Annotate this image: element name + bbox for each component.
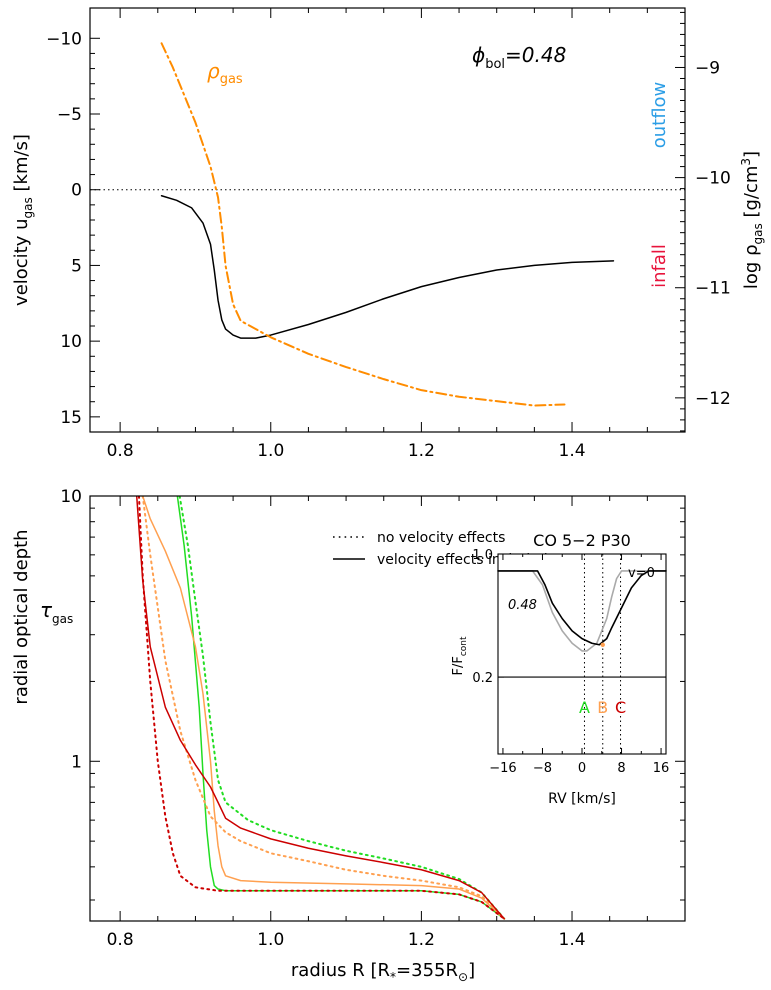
inset-xtick-label: 16 <box>653 761 670 776</box>
inset-axis-ticks: −16 −8 0 8 16 1.0 0.2 <box>472 548 669 776</box>
top-ytick-right-label: −12 <box>695 389 731 409</box>
infall-label: infall <box>649 244 670 288</box>
bottom-series-B-dotted <box>141 496 506 920</box>
bottom-xtick-label: 1.4 <box>559 930 586 950</box>
bottom-series-group <box>135 496 506 920</box>
bottom-ytick-label: 10 <box>60 487 82 507</box>
top-ytick-right-label: −11 <box>695 279 731 299</box>
inset-annotation: 0.48 <box>508 598 537 613</box>
bottom-ytick-label: 1 <box>71 752 82 772</box>
inset-title: CO 5−2 P30 <box>533 531 631 550</box>
rho-gas-label: ρgas <box>207 59 243 87</box>
top-ylabel-right: log ρgas [g/cm3] <box>739 151 765 289</box>
top-ytick-left-label: 15 <box>60 408 82 428</box>
top-xtick-label: 1.4 <box>559 441 586 461</box>
inset-ylabel: F/Fcont <box>451 636 469 676</box>
bottom-xlabel: radius R [R*=355R⊙] <box>291 960 475 984</box>
bottom-series-C-dotted <box>137 496 506 920</box>
top-ytick-left-label: 5 <box>71 256 82 276</box>
inset-series-velocity <box>497 570 667 646</box>
inset-ytick-label: 1.0 <box>472 548 493 563</box>
inset-xtick-label: −8 <box>533 761 552 776</box>
top-ylabel-left: velocity ugas [km/s] <box>11 134 35 306</box>
top-ytick-right-label: −9 <box>695 58 720 78</box>
inset-minimum-dot <box>600 642 605 647</box>
top-plot-marks <box>90 42 685 407</box>
bottom-axis-ticks: 0.8 1.0 1.2 1.4 1 10 <box>60 487 685 950</box>
inset-ytick-label: 0.2 <box>472 671 493 686</box>
top-panel: 0.8 1.0 1.2 1.4 −10 −5 0 5 10 15 −9 −10 −11 −12 veloc… <box>11 7 765 461</box>
bottom-series-A-dotted <box>178 496 506 920</box>
top-ytick-left-label: 10 <box>60 332 82 352</box>
top-xtick-label: 1.2 <box>408 441 435 461</box>
inset-xtick-label: 8 <box>617 761 625 776</box>
bottom-xtick-label: 1.2 <box>408 930 435 950</box>
bottom-ylabel: radial optical depth <box>11 529 32 704</box>
top-xtick-label: 0.8 <box>107 441 134 461</box>
top-ytick-left-label: 0 <box>71 181 82 201</box>
top-series-density <box>160 42 566 407</box>
legend-label-dotted: no velocity effects <box>377 530 505 546</box>
phase-annotation: ϕbol=0.48 <box>472 43 566 72</box>
bottom-plot-frame <box>89 495 686 922</box>
top-xtick-label: 1.0 <box>257 441 284 461</box>
top-ytick-right-label: −10 <box>695 169 731 189</box>
tau-gas-label: τgas <box>40 598 73 626</box>
inset-xtick-label: −16 <box>489 761 516 776</box>
bottom-xtick-label: 0.8 <box>107 930 134 950</box>
top-ytick-left-label: −5 <box>57 105 82 125</box>
inset-frame <box>497 553 667 755</box>
inset-xtick-label: 0 <box>578 761 586 776</box>
top-series-velocity <box>160 195 615 339</box>
bottom-series-C-solid <box>135 496 505 920</box>
inset-series-no-velocity <box>497 570 667 652</box>
inset-marker-label-B: B <box>597 698 608 717</box>
bottom-xtick-label: 1.0 <box>257 930 284 950</box>
top-plot-frame <box>89 7 686 433</box>
bottom-panel: 0.8 1.0 1.2 1.4 1 10 radial optical depth τga… <box>11 487 686 984</box>
inset-xlabel: RV [km/s] <box>548 791 616 807</box>
top-axis-ticks: 0.8 1.0 1.2 1.4 −10 −5 0 5 10 15 −9 −10 −11 −12 <box>46 8 731 461</box>
inset-marker-label-C: C <box>615 698 626 717</box>
bottom-series-B-solid <box>141 496 505 920</box>
top-ytick-left-label: −10 <box>46 29 82 49</box>
bottom-plot-marks <box>135 496 506 920</box>
outflow-label: outflow <box>649 82 670 149</box>
inset-background <box>498 554 666 754</box>
inset-v-label: v=0 <box>628 566 655 581</box>
inset-marker-label-A: A <box>579 698 590 717</box>
